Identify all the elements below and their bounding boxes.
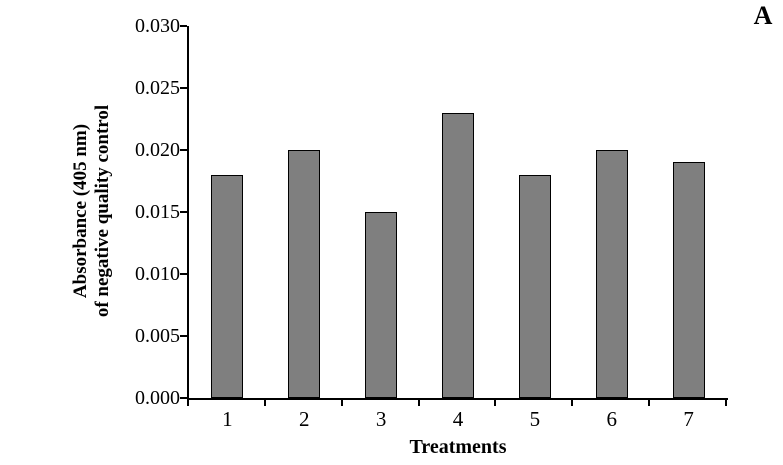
- y-axis-tick-label: 0.015: [135, 201, 180, 223]
- y-axis-tick-label: 0.025: [135, 77, 180, 99]
- y-axis-tick-label: 0.000: [135, 387, 180, 409]
- bar-treatment-3: [365, 212, 397, 398]
- plot-area: [189, 26, 727, 398]
- x-axis-tick: [187, 400, 189, 406]
- bar-treatment-4: [442, 112, 474, 398]
- x-axis-category-label: 1: [222, 407, 233, 431]
- y-axis-tick: [180, 149, 187, 151]
- x-axis-category-label: 7: [683, 407, 694, 431]
- panel-label: A: [753, 1, 773, 30]
- y-axis-tick-label: 0.010: [135, 263, 180, 285]
- bar-treatment-7: [673, 162, 705, 398]
- bar-treatment-1: [211, 174, 243, 398]
- x-axis-tick: [494, 400, 496, 406]
- bar-treatment-6: [596, 150, 628, 398]
- x-axis-tick: [725, 400, 727, 406]
- x-axis-title: Treatments: [409, 436, 507, 458]
- y-axis-tick-label: 0.005: [135, 325, 180, 347]
- x-axis-tick: [341, 400, 343, 406]
- x-axis-category-label: 6: [606, 407, 617, 431]
- y-axis-tick-label: 0.020: [135, 139, 180, 161]
- y-axis-tick: [180, 87, 187, 89]
- bar-treatment-5: [519, 174, 551, 398]
- y-axis-line: [187, 26, 189, 400]
- x-axis-line: [187, 398, 728, 400]
- y-axis-title-line1: Absorbance (405 nm): [70, 123, 91, 299]
- x-axis-tick: [264, 400, 266, 406]
- y-axis-tick: [180, 335, 187, 337]
- y-axis-tick: [180, 211, 187, 213]
- y-axis-tick: [180, 273, 187, 275]
- x-axis-category-label: 3: [375, 407, 387, 431]
- x-axis-category-label: 5: [529, 407, 541, 431]
- x-axis-tick: [648, 400, 650, 406]
- x-axis-tick: [571, 400, 573, 406]
- bar-treatment-2: [288, 150, 320, 398]
- y-axis-tick: [180, 397, 187, 399]
- x-axis-tick: [418, 400, 420, 406]
- y-axis-tick-label: 0.030: [135, 15, 180, 37]
- x-axis-category-label: 2: [299, 407, 310, 431]
- x-axis-category-label: 4: [452, 407, 464, 431]
- y-axis-tick: [180, 25, 187, 27]
